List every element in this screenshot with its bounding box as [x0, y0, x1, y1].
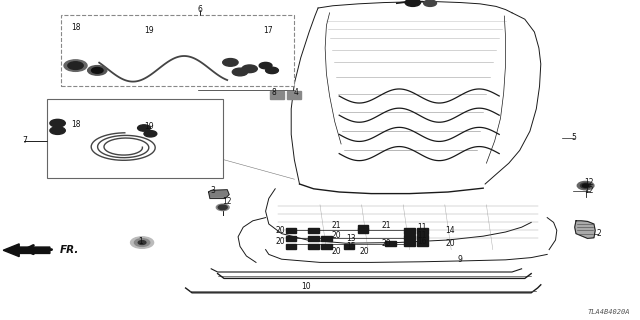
- Text: 2: 2: [596, 229, 601, 238]
- Text: 18: 18: [71, 120, 80, 129]
- Bar: [385, 241, 396, 246]
- Bar: [287, 91, 301, 99]
- Text: 10: 10: [301, 282, 311, 291]
- Text: 5: 5: [572, 133, 577, 142]
- Circle shape: [68, 62, 83, 69]
- Bar: [321, 236, 332, 241]
- Circle shape: [577, 181, 594, 190]
- Text: 12: 12: [584, 186, 593, 195]
- Circle shape: [266, 67, 278, 74]
- Circle shape: [259, 62, 272, 69]
- Bar: [286, 244, 296, 249]
- Text: 20: 20: [381, 239, 391, 248]
- Text: 3: 3: [211, 186, 216, 195]
- Text: 21: 21: [332, 221, 340, 230]
- Text: 21: 21: [381, 221, 390, 230]
- Circle shape: [405, 0, 420, 6]
- Text: 19: 19: [144, 122, 154, 131]
- Text: 19: 19: [144, 26, 154, 35]
- Circle shape: [50, 127, 65, 134]
- Text: 13: 13: [346, 234, 356, 243]
- Circle shape: [580, 183, 591, 188]
- Circle shape: [218, 205, 227, 210]
- Bar: [47, 99, 223, 178]
- Text: 11: 11: [418, 223, 427, 232]
- Circle shape: [92, 68, 103, 73]
- Bar: [308, 228, 319, 233]
- Circle shape: [242, 65, 257, 73]
- Text: 15: 15: [346, 242, 356, 251]
- Circle shape: [134, 239, 150, 246]
- FancyArrow shape: [3, 244, 50, 257]
- Bar: [404, 228, 415, 234]
- Circle shape: [88, 66, 107, 75]
- Circle shape: [138, 241, 146, 244]
- Bar: [417, 241, 428, 246]
- Bar: [286, 228, 296, 233]
- Bar: [308, 244, 319, 249]
- Text: 17: 17: [262, 26, 273, 35]
- Circle shape: [232, 68, 248, 76]
- Circle shape: [223, 59, 238, 66]
- Text: 12: 12: [222, 197, 231, 206]
- Circle shape: [144, 131, 157, 137]
- Text: 20: 20: [445, 239, 455, 248]
- Text: 20: 20: [331, 247, 341, 256]
- Bar: [417, 235, 428, 240]
- Circle shape: [424, 0, 436, 6]
- Bar: [286, 236, 296, 241]
- Text: 20: 20: [275, 226, 285, 235]
- Circle shape: [216, 204, 229, 211]
- Text: 12: 12: [584, 178, 593, 187]
- Text: 20: 20: [331, 231, 341, 240]
- Text: 4: 4: [293, 88, 298, 97]
- Circle shape: [50, 119, 65, 127]
- Circle shape: [582, 184, 589, 187]
- Bar: [404, 235, 415, 240]
- Bar: [270, 91, 284, 99]
- Bar: [270, 91, 284, 99]
- Text: FR.: FR.: [60, 245, 79, 255]
- Bar: [417, 228, 428, 234]
- Bar: [321, 244, 332, 249]
- Text: 14: 14: [445, 226, 455, 235]
- Text: 7: 7: [22, 136, 27, 145]
- Text: 20: 20: [360, 247, 370, 256]
- Text: 6: 6: [198, 5, 203, 14]
- Bar: [308, 236, 319, 241]
- Bar: [287, 91, 301, 99]
- Text: 18: 18: [71, 23, 80, 32]
- Bar: [358, 228, 368, 233]
- Bar: [344, 244, 354, 249]
- Text: TLA4B4020A: TLA4B4020A: [588, 309, 630, 315]
- Circle shape: [131, 237, 154, 248]
- Circle shape: [138, 125, 150, 131]
- Text: 20: 20: [275, 237, 285, 246]
- Bar: [358, 225, 368, 230]
- Polygon shape: [209, 190, 229, 198]
- Circle shape: [64, 60, 87, 71]
- Bar: [61, 15, 294, 86]
- Text: 1: 1: [138, 237, 143, 246]
- Text: 11: 11: [418, 231, 427, 240]
- Bar: [404, 241, 415, 246]
- Text: 16: 16: [417, 237, 428, 246]
- Polygon shape: [575, 221, 595, 238]
- Text: 8: 8: [271, 88, 276, 97]
- Text: 9: 9: [457, 255, 462, 264]
